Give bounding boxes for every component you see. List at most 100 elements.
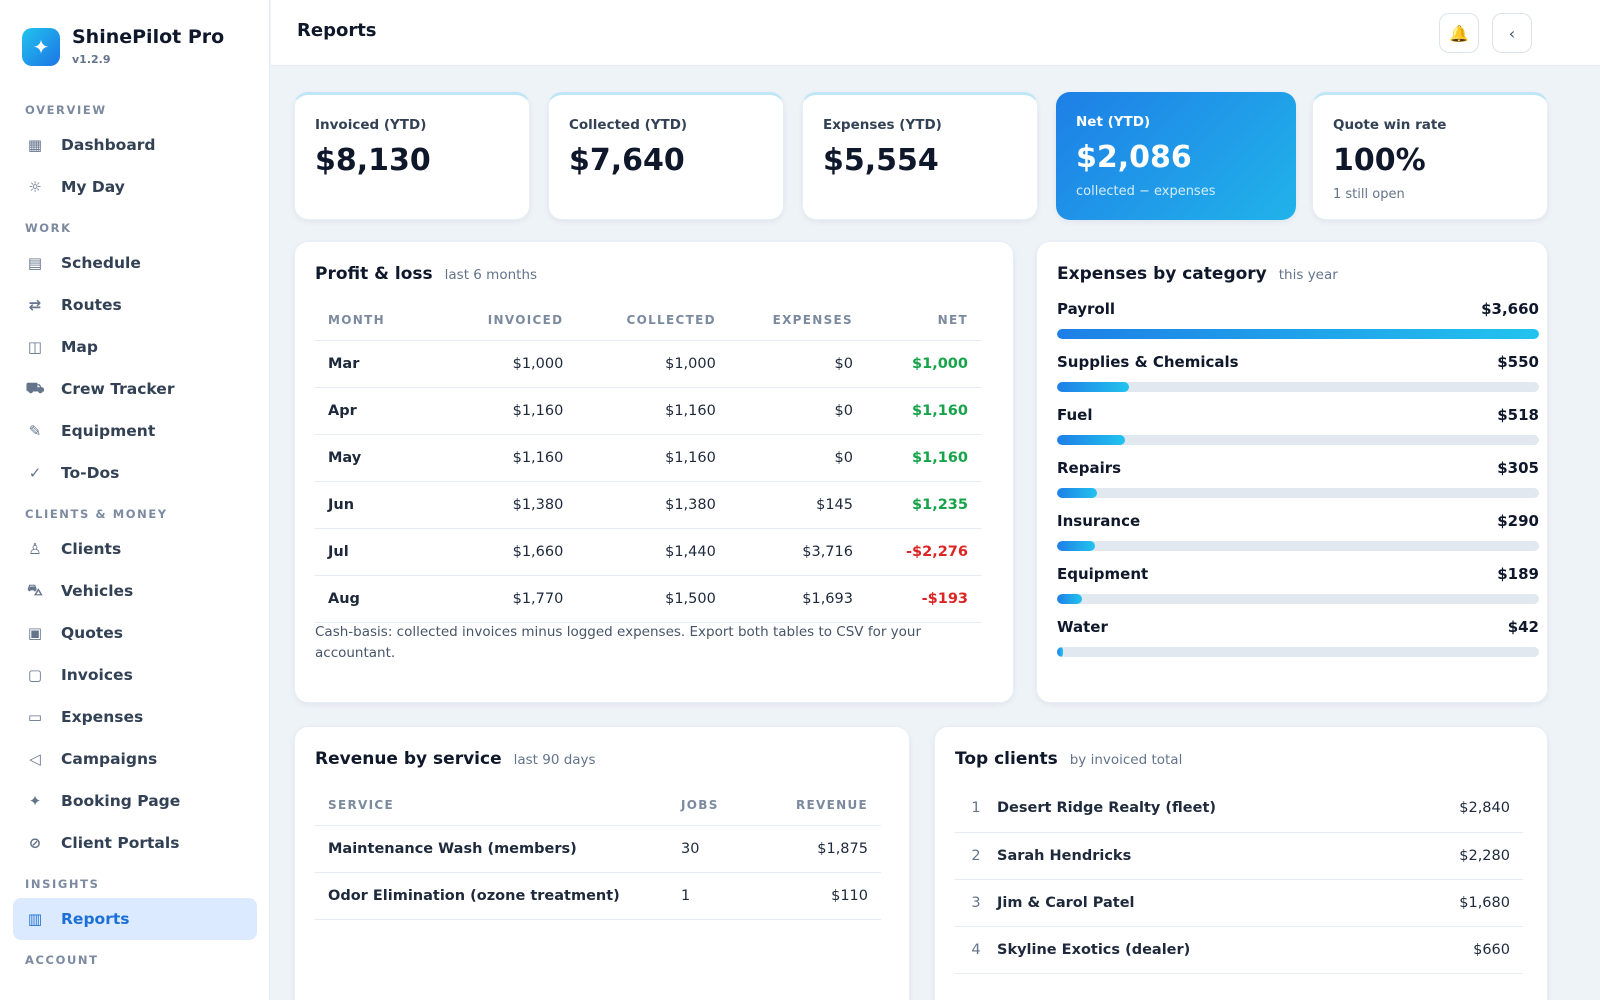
client-row[interactable]: 2 Sarah Hendricks $2,280 [955, 832, 1523, 880]
cell-jobs: 1 [681, 872, 771, 920]
expense-category-name: Insurance [1057, 512, 1141, 530]
brand[interactable]: ✦ ShinePilot Pro v1.2.9 [22, 26, 224, 66]
expense-category-name: Equipment [1057, 565, 1149, 583]
revenue-by-service-card: Revenue by service last 90 days SERVICE … [294, 726, 910, 1000]
notifications-button[interactable]: 🔔 [1439, 13, 1479, 53]
sidebar-item-map[interactable]: ◫ Map [13, 326, 257, 368]
column-header: REVENUE [771, 785, 881, 826]
map-icon: ◫ [27, 338, 43, 356]
expense-category-header: Payroll $3,660 [1057, 300, 1539, 318]
stat-card-expenses: Expenses (YTD) $5,554 [802, 92, 1038, 220]
card-title: Revenue by service [315, 749, 502, 769]
sidebar-item-reports[interactable]: ▥ Reports [13, 898, 257, 940]
top-clients-card: Top clients by invoiced total 1 Desert Ri… [934, 726, 1548, 1000]
card-title: Expenses by category [1057, 264, 1267, 284]
sidebar-item-expenses[interactable]: ▭ Expenses [13, 696, 257, 738]
expense-bar-track [1057, 382, 1539, 392]
sidebar-item-label: Routes [61, 296, 122, 314]
revenue-by-service-table: SERVICE JOBS REVENUE Maintenance Wash (m… [315, 785, 881, 920]
invoices-icon: ▢ [27, 666, 43, 684]
cell-collected: $1,160 [563, 434, 716, 482]
card-title: Profit & loss [315, 264, 433, 284]
sidebar-item-routes[interactable]: ⇄ Routes [13, 284, 257, 326]
sidebar-item-campaigns[interactable]: ◁ Campaigns [13, 738, 257, 780]
expense-bar-fill [1057, 382, 1130, 392]
client-name: Jim & Carol Patel [997, 879, 1405, 927]
expense-category-name: Repairs [1057, 459, 1122, 477]
card-subtitle: last 6 months [444, 267, 538, 283]
table-row: Maintenance Wash (members) 30 $1,875 [315, 825, 881, 873]
sidebar-item-invoices[interactable]: ▢ Invoices [13, 654, 257, 696]
cell-collected: $1,160 [563, 387, 716, 435]
expense-category-header: Fuel $518 [1057, 406, 1539, 424]
expense-category-row: Repairs $305 [1057, 459, 1539, 512]
sidebar-item-label: Campaigns [61, 750, 158, 768]
sidebar-item-quotes[interactable]: ▣ Quotes [13, 612, 257, 654]
expense-bar-track [1057, 488, 1539, 498]
stat-value: $8,130 [315, 143, 431, 178]
sidebar-item-vehicles[interactable]: ⛍ Vehicles [13, 570, 257, 612]
sidebar-item-schedule[interactable]: ▤ Schedule [13, 242, 257, 284]
sidebar-item-booking-page[interactable]: ✦ Booking Page [13, 780, 257, 822]
cell-invoiced: $1,160 [434, 387, 564, 435]
sidebar-item-clients[interactable]: ♙ Clients [13, 528, 257, 570]
collapse-button[interactable]: ‹ [1492, 13, 1532, 53]
clients-icon: ♙ [28, 540, 42, 558]
app-name: ShinePilot Pro [72, 26, 225, 48]
card-subtitle: this year [1278, 267, 1338, 283]
cell-collected: $1,000 [563, 340, 716, 388]
cell-month: Aug [315, 575, 435, 623]
column-header: NET [853, 300, 981, 341]
stat-label: Invoiced (YTD) [315, 117, 427, 133]
sidebar-item-to-dos[interactable]: ✓ To-Dos [13, 452, 257, 494]
nav-section-title: ACCOUNT [25, 953, 99, 967]
cell-net: $1,160 [853, 387, 981, 435]
cell-month: May [315, 434, 435, 482]
nav-section-title: INSIGHTS [25, 877, 100, 891]
column-header: EXPENSES [715, 300, 853, 341]
stat-sub: 1 still open [1333, 187, 1405, 202]
nav-section-title: OVERVIEW [25, 103, 107, 117]
booking-page-icon: ✦ [28, 792, 42, 810]
cell-collected: $1,440 [563, 528, 716, 576]
stat-label: Collected (YTD) [569, 117, 688, 133]
cell-month: Jul [315, 528, 435, 576]
table-row: May $1,160 $1,160 $0 $1,160 [315, 434, 981, 482]
cell-expenses: $0 [715, 387, 853, 435]
sidebar-item-dashboard[interactable]: ▦ Dashboard [13, 124, 257, 166]
cell-invoiced: $1,000 [434, 340, 564, 388]
cell-invoiced: $1,770 [434, 575, 564, 623]
sidebar-item-client-portals[interactable]: ⊘ Client Portals [13, 822, 257, 864]
expenses-by-category-card: Expenses by category this year Payroll $3… [1036, 241, 1548, 703]
expense-category-row: Insurance $290 [1057, 512, 1539, 565]
reports-icon: ▥ [27, 910, 43, 928]
cell-expenses: $1,693 [715, 575, 853, 623]
client-total: $2,840 [1404, 785, 1523, 833]
expense-category-header: Equipment $189 [1057, 565, 1539, 583]
sidebar-item-crew-tracker[interactable]: ⛟ Crew Tracker [13, 368, 257, 410]
expense-category-header: Supplies & Chemicals $550 [1057, 353, 1539, 371]
expense-category-row: Supplies & Chemicals $550 [1057, 353, 1539, 406]
client-row[interactable]: 4 Skyline Exotics (dealer) $660 [955, 926, 1523, 974]
cell-revenue: $110 [771, 872, 881, 920]
expense-bar-fill [1057, 488, 1098, 498]
client-row[interactable]: 1 Desert Ridge Realty (fleet) $2,840 [955, 785, 1523, 833]
card-subtitle: last 90 days [513, 752, 596, 768]
bell-icon: 🔔 [1449, 23, 1469, 43]
client-name: Sarah Hendricks [997, 832, 1405, 880]
expense-bar-track [1057, 594, 1539, 604]
app-version: v1.2.9 [72, 53, 111, 66]
routes-icon: ⇄ [28, 296, 42, 314]
expense-category-row: Fuel $518 [1057, 406, 1539, 459]
stat-label: Expenses (YTD) [823, 117, 942, 133]
chevron-left-icon: ‹ [1508, 23, 1516, 43]
sparkle-icon: ✦ [22, 28, 60, 66]
cell-net: -$193 [853, 575, 981, 623]
table-row: Odor Elimination (ozone treatment) 1 $110 [315, 872, 881, 920]
sidebar-item-equipment[interactable]: ✎ Equipment [13, 410, 257, 452]
sidebar-item-label: Equipment [61, 422, 156, 440]
client-row[interactable]: 3 Jim & Carol Patel $1,680 [955, 879, 1523, 927]
sidebar-item-label: Vehicles [61, 582, 134, 600]
expense-category-amount: $305 [1497, 459, 1539, 477]
sidebar-item-my-day[interactable]: ☼ My Day [13, 166, 257, 208]
